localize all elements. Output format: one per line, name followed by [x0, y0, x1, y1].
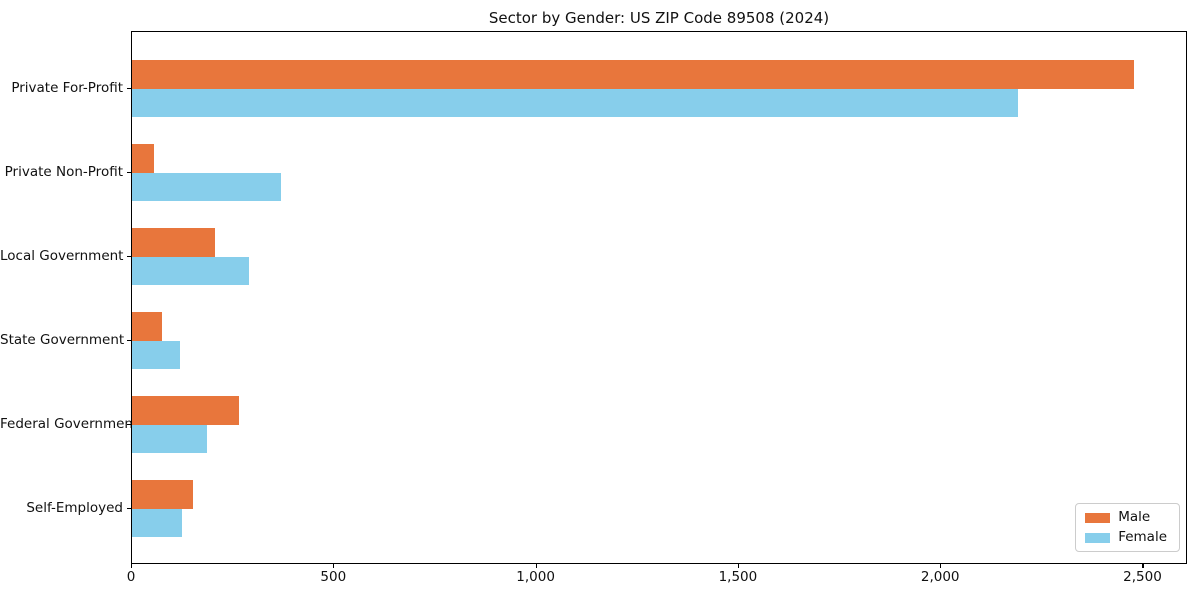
x-tick-mark [333, 564, 335, 568]
plot-area: Male Female [131, 31, 1187, 564]
male-color-swatch [1085, 512, 1111, 523]
bar-female-private-non-profit [132, 172, 282, 201]
bar-female-self-employed [132, 508, 183, 537]
y-tick-mark [127, 339, 131, 341]
y-tick-mark [127, 255, 131, 257]
legend-item-male: Male [1085, 510, 1167, 525]
x-tick-label-500: 500 [320, 569, 347, 585]
x-tick-label-2500: 2,500 [1123, 569, 1162, 585]
bar-male-private-for-profit [132, 60, 1134, 89]
bar-female-federal-government [132, 424, 207, 453]
x-tick-mark [1142, 564, 1144, 568]
bar-male-federal-government [132, 396, 239, 425]
x-tick-mark [940, 564, 942, 568]
bar-male-private-non-profit [132, 144, 155, 173]
y-tick-mark [127, 507, 131, 509]
y-tick-label-local-government: Local Government [0, 247, 124, 264]
x-tick-label-0: 0 [126, 569, 136, 585]
x-tick-label-2000: 2,000 [920, 569, 960, 585]
female-color-swatch [1085, 532, 1111, 543]
bar-male-local-government [132, 228, 215, 257]
x-tick-mark [737, 564, 740, 568]
bar-female-private-for-profit [132, 88, 1019, 117]
y-tick-mark [127, 87, 131, 89]
y-tick-label-private-non-profit: Private Non-Profit [4, 163, 123, 180]
chart-title: Sector by Gender: US ZIP Code 89508 (202… [488, 9, 830, 27]
x-tick-mark [535, 564, 537, 568]
y-tick-mark [127, 423, 131, 425]
y-tick-label-federal-government: Federal Government [0, 415, 139, 432]
legend-item-female: Female [1085, 530, 1167, 545]
y-tick-label-state-government: State Government [0, 331, 125, 348]
x-tick-label-1500: 1,500 [718, 569, 758, 585]
bar-female-local-government [132, 256, 250, 285]
legend-label-female: Female [1118, 529, 1167, 545]
y-tick-mark [127, 171, 131, 173]
y-tick-label-self-employed: Self-Employed [26, 499, 123, 516]
x-tick-mark [131, 564, 133, 568]
bar-female-state-government [132, 340, 181, 369]
x-tick-label-1000: 1,000 [516, 569, 555, 585]
legend: Male Female [1075, 503, 1180, 552]
bar-male-state-government [132, 312, 163, 341]
y-tick-label-private-for-profit: Private For-Profit [11, 79, 123, 96]
legend-label-male: Male [1118, 509, 1151, 525]
bar-male-self-employed [132, 480, 193, 509]
